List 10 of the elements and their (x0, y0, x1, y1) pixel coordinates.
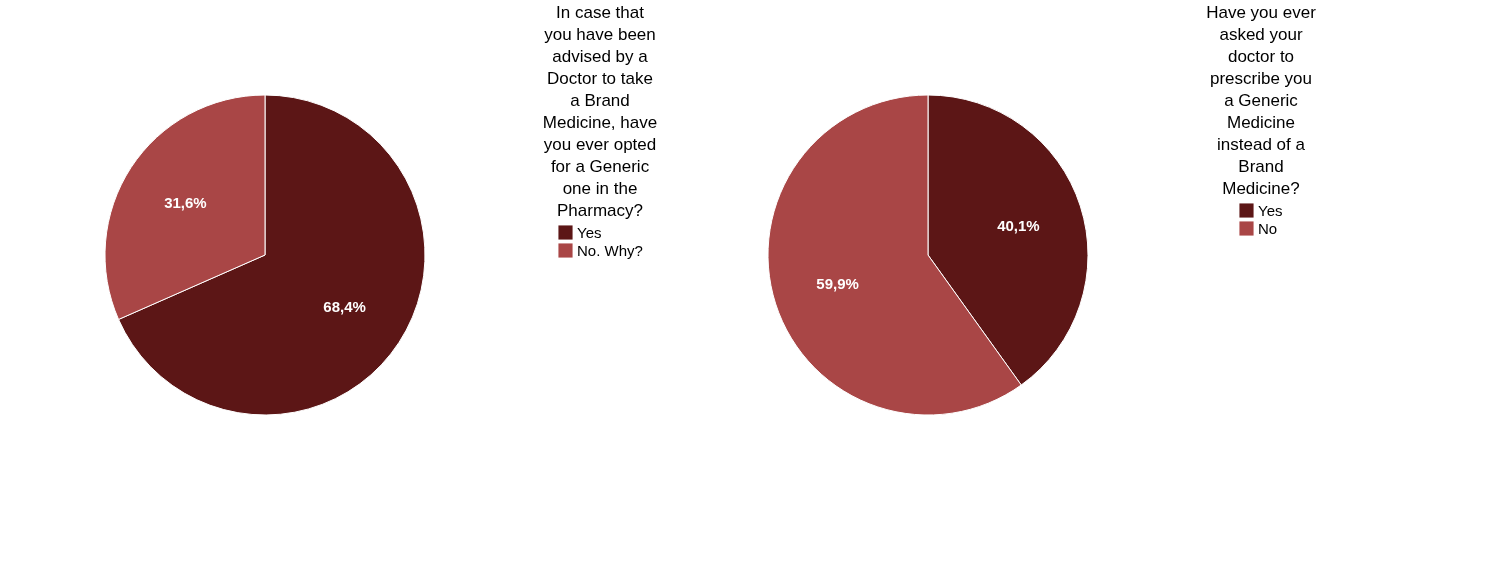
legend-label: No (1258, 219, 1278, 237)
data-label: 31,6% (164, 194, 207, 212)
data-label: 68,4% (323, 297, 366, 315)
legend-label: Yes (1258, 201, 1283, 219)
legend-label: Yes (577, 223, 602, 241)
data-label: 40,1% (997, 216, 1040, 234)
legend-label: No. Why? (577, 241, 643, 259)
text: In case that you have been advised by a Doctor to take a Brand Medicine, have you ever opted for a Generic one in the Pharmacy? (542, 3, 658, 220)
text: Have you ever asked your doctor to prescribe you a Generic Medicine instead of a Brand Medicine? (1206, 3, 1316, 198)
data-label: 59,9% (816, 275, 859, 293)
